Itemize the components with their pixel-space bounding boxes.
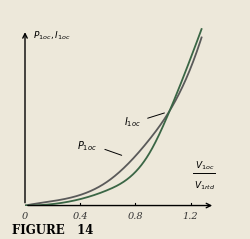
Text: $V_{1oc}$: $V_{1oc}$ [194,159,214,172]
Text: 0.4: 0.4 [72,212,88,222]
Text: 0: 0 [22,212,28,222]
Text: $P_{1oc}$$,I_{1oc}$: $P_{1oc}$$,I_{1oc}$ [33,29,70,42]
Text: $I_{1oc}$: $I_{1oc}$ [124,115,141,129]
Text: 0.8: 0.8 [128,212,143,222]
Text: 1.2: 1.2 [183,212,198,222]
Text: $P_{1oc}$: $P_{1oc}$ [78,139,98,153]
Text: $V_{1rtd}$: $V_{1rtd}$ [194,179,215,192]
Text: FIGURE   14: FIGURE 14 [12,224,94,237]
